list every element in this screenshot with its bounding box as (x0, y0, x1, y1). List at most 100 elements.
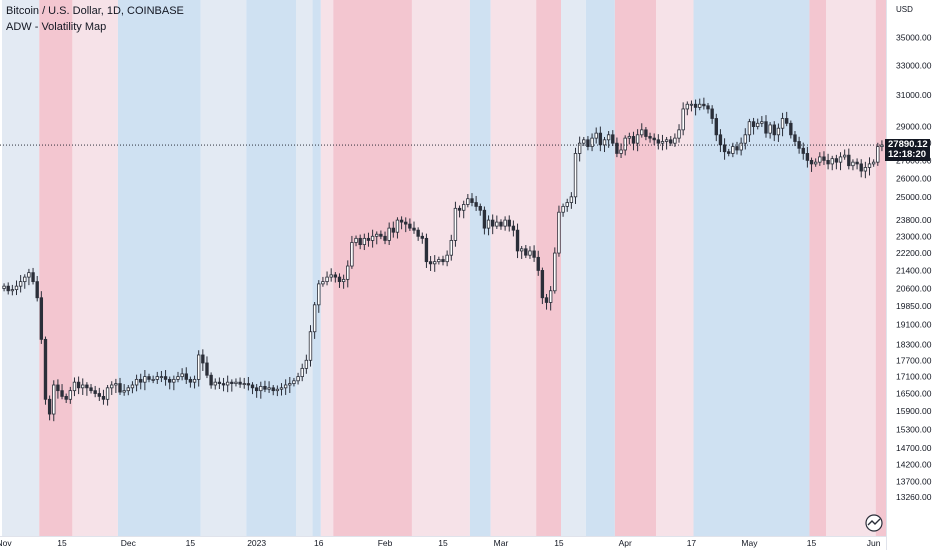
candle-body[interactable] (499, 221, 503, 227)
candle-body[interactable] (818, 156, 822, 163)
candle-body[interactable] (445, 254, 449, 263)
candle-body[interactable] (540, 270, 545, 299)
candle-body[interactable] (408, 223, 412, 229)
candle-body[interactable] (76, 381, 81, 389)
candle-body[interactable] (507, 219, 511, 227)
candle-body[interactable] (366, 237, 371, 241)
candle-body[interactable] (582, 139, 586, 144)
candle-body[interactable] (735, 146, 739, 151)
candle-body[interactable] (813, 161, 818, 165)
candle-body[interactable] (296, 376, 300, 382)
candle-body[interactable] (838, 156, 843, 163)
candle-body[interactable] (689, 103, 694, 106)
candle-body[interactable] (615, 142, 619, 154)
candle-body[interactable] (635, 134, 640, 144)
candle-body[interactable] (6, 285, 10, 292)
candle-body[interactable] (64, 395, 68, 400)
candle-body[interactable] (304, 359, 309, 369)
candle-body[interactable] (126, 387, 130, 392)
candle-body[interactable] (399, 219, 404, 223)
candle-body[interactable] (391, 227, 395, 233)
time-axis[interactable] (0, 536, 886, 550)
candle-body[interactable] (114, 383, 118, 386)
candle-body[interactable] (362, 237, 367, 246)
candle-body[interactable] (536, 256, 540, 271)
candle-body[interactable] (39, 297, 44, 340)
candle-body[interactable] (192, 378, 197, 383)
candle-body[interactable] (213, 381, 217, 386)
candle-body[interactable] (515, 229, 520, 252)
candle-body[interactable] (598, 132, 603, 146)
candle-body[interactable] (159, 376, 164, 379)
candle-body[interactable] (548, 290, 553, 303)
candle-body[interactable] (801, 147, 805, 154)
candle-body[interactable] (731, 146, 735, 154)
candle-body[interactable] (428, 261, 433, 265)
candle-body[interactable] (420, 235, 424, 239)
candle-body[interactable] (760, 121, 764, 124)
candle-body[interactable] (254, 387, 259, 392)
candle-body[interactable] (72, 381, 77, 392)
candle-body[interactable] (317, 283, 321, 306)
candle-body[interactable] (842, 154, 847, 158)
candle-body[interactable] (462, 204, 466, 211)
candle-body[interactable] (341, 278, 346, 283)
candle-body[interactable] (669, 139, 673, 144)
candle-body[interactable] (739, 142, 743, 151)
candle-body[interactable] (776, 127, 781, 136)
candle-body[interactable] (358, 237, 362, 246)
candle-body[interactable] (859, 163, 863, 172)
candle-body[interactable] (27, 272, 31, 278)
candle-body[interactable] (47, 398, 52, 415)
candle-body[interactable] (242, 383, 246, 385)
candle-body[interactable] (416, 229, 420, 237)
candle-body[interactable] (134, 378, 139, 386)
candle-body[interactable] (437, 259, 441, 263)
candle-body[interactable] (747, 121, 752, 136)
candle-body[interactable] (519, 248, 524, 252)
candle-body[interactable] (35, 281, 39, 299)
candle-body[interactable] (395, 219, 400, 233)
candle-body[interactable] (337, 276, 342, 283)
candle-body[interactable] (544, 297, 549, 303)
candle-body[interactable] (826, 159, 830, 165)
candle-body[interactable] (474, 202, 478, 207)
candle-body[interactable] (379, 233, 383, 237)
candle-body[interactable] (495, 221, 499, 227)
candle-body[interactable] (234, 381, 238, 384)
candle-body[interactable] (648, 136, 652, 139)
candle-body[interactable] (163, 376, 168, 380)
candle-body[interactable] (602, 139, 607, 146)
candle-body[interactable] (561, 205, 565, 213)
candle-body[interactable] (876, 146, 880, 163)
candle-body[interactable] (18, 281, 23, 287)
candle-body[interactable] (172, 378, 176, 383)
candle-body[interactable] (267, 387, 271, 390)
candle-body[interactable] (130, 384, 135, 389)
candle-body[interactable] (606, 134, 611, 141)
candle-body[interactable] (143, 376, 147, 383)
candle-body[interactable] (594, 132, 598, 139)
candle-body[interactable] (271, 387, 275, 392)
candle-body[interactable] (772, 124, 776, 136)
candle-body[interactable] (482, 209, 487, 229)
candle-body[interactable] (532, 250, 536, 258)
candle-body[interactable] (449, 240, 453, 256)
candle-body[interactable] (511, 225, 516, 231)
candle-body[interactable] (93, 390, 97, 394)
candle-body[interactable] (354, 237, 358, 243)
candle-body[interactable] (122, 390, 126, 393)
candle-body[interactable] (217, 381, 222, 384)
candle-body[interactable] (714, 118, 718, 136)
candle-body[interactable] (569, 196, 574, 203)
candle-body[interactable] (834, 158, 839, 163)
candle-body[interactable] (685, 103, 689, 110)
candle-body[interactable] (847, 154, 851, 167)
candle-body[interactable] (350, 242, 354, 267)
candle-body[interactable] (230, 381, 234, 384)
candle-body[interactable] (441, 259, 445, 263)
candle-body[interactable] (85, 384, 89, 389)
candle-body[interactable] (855, 161, 859, 165)
candle-body[interactable] (793, 134, 797, 142)
